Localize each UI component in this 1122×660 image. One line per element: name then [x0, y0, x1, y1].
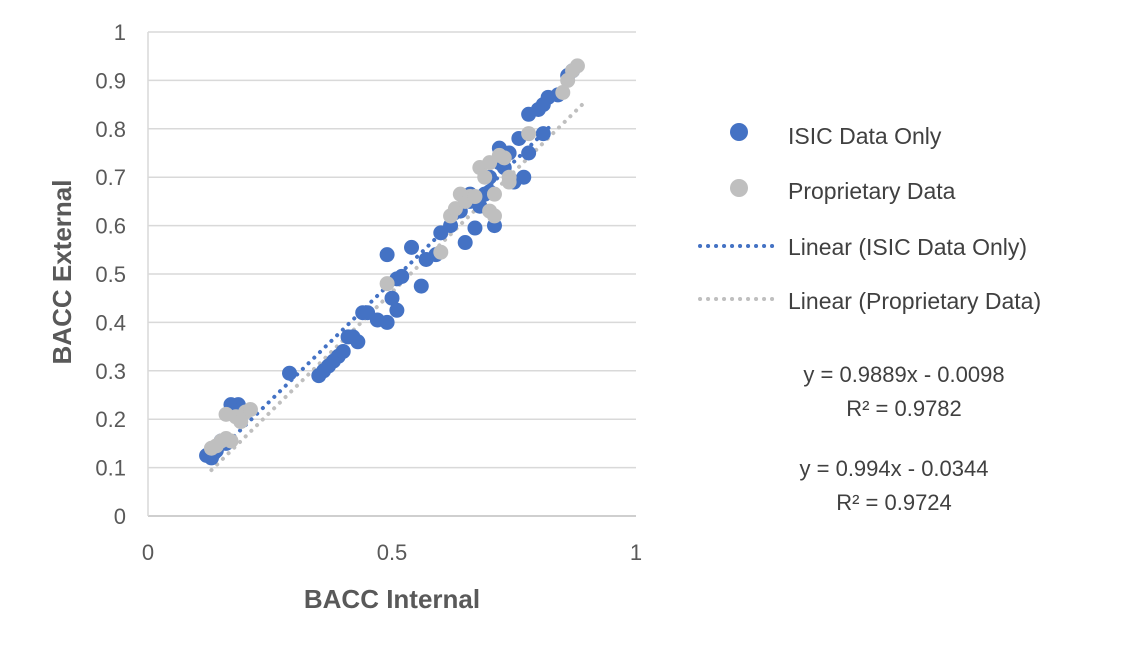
data-point-proprietary: [569, 58, 585, 74]
data-point-isic: [389, 302, 405, 318]
data-point-isic: [282, 365, 298, 381]
data-point-isic: [379, 314, 395, 330]
data-point-proprietary: [477, 169, 493, 185]
data-point-proprietary: [433, 244, 449, 260]
axes: [147, 32, 636, 517]
legend-marker-isic: [730, 123, 748, 141]
y-tick-label: 0.3: [95, 359, 126, 384]
data-point-isic: [379, 247, 395, 263]
data-point-proprietary: [486, 208, 502, 224]
y-tick-label: 0.7: [95, 165, 126, 190]
data-point-proprietary: [555, 85, 571, 100]
y-tick-label: 0.4: [95, 310, 126, 335]
legend-label-proprietary: Proprietary Data: [788, 178, 956, 204]
data-point-proprietary: [467, 189, 483, 205]
trend-equations: y = 0.9889x - 0.0098 R² = 0.9782 y = 0.9…: [800, 362, 1005, 515]
x-tick-label: 0.5: [377, 540, 408, 565]
data-point-isic: [457, 235, 473, 251]
equation-proprietary: y = 0.994x - 0.0344: [800, 456, 989, 481]
legend-label-trend-proprietary: Linear (Proprietary Data): [788, 288, 1041, 314]
data-point-proprietary: [379, 276, 395, 292]
legend-label-isic: ISIC Data Only: [788, 123, 942, 149]
data-point-proprietary: [242, 402, 258, 418]
legend-marker-proprietary: [730, 179, 748, 197]
data-point-isic: [384, 290, 400, 306]
data-point-isic: [413, 278, 429, 294]
data-point-isic: [335, 343, 351, 359]
data-point-isic: [394, 268, 410, 284]
data-point-proprietary: [521, 126, 537, 142]
data-point-proprietary: [223, 433, 239, 449]
y-tick-label: 0.8: [95, 117, 126, 142]
data-point-isic: [404, 239, 420, 255]
y-tick-label: 0.5: [95, 262, 126, 287]
tick-labels: 0 0.1 0.2 0.3 0.4 0.5 0.6 0.7 0.8 0.9 1 0 0.5 1: [95, 20, 642, 565]
equation-isic: y = 0.9889x - 0.0098: [803, 362, 1004, 387]
y-tick-label: 0.6: [95, 214, 126, 239]
y-tick-label: 0.2: [95, 407, 126, 432]
data-point-isic: [467, 220, 483, 236]
data-point-proprietary: [501, 174, 517, 190]
y-tick-label: 0: [114, 504, 126, 529]
r-squared-isic: R² = 0.9782: [846, 396, 962, 421]
legend-label-trend-isic: Linear (ISIC Data Only): [788, 234, 1027, 260]
data-point-isic: [350, 334, 366, 350]
x-axis-title: BACC Internal: [304, 584, 480, 614]
data-point-proprietary: [496, 150, 512, 166]
y-tick-label: 0.1: [95, 456, 126, 481]
y-tick-label: 0.9: [95, 68, 126, 93]
y-axis-title: BACC External: [47, 180, 77, 365]
x-tick-label: 0: [142, 540, 154, 565]
data-point-isic: [535, 126, 551, 142]
y-tick-label: 1: [114, 20, 126, 45]
x-tick-label: 1: [630, 540, 642, 565]
r-squared-proprietary: R² = 0.9724: [836, 490, 952, 515]
legend: ISIC Data Only Proprietary Data Linear (…: [698, 123, 1041, 314]
data-points: [199, 58, 585, 466]
data-point-isic: [521, 145, 537, 161]
data-point-proprietary: [486, 186, 502, 202]
